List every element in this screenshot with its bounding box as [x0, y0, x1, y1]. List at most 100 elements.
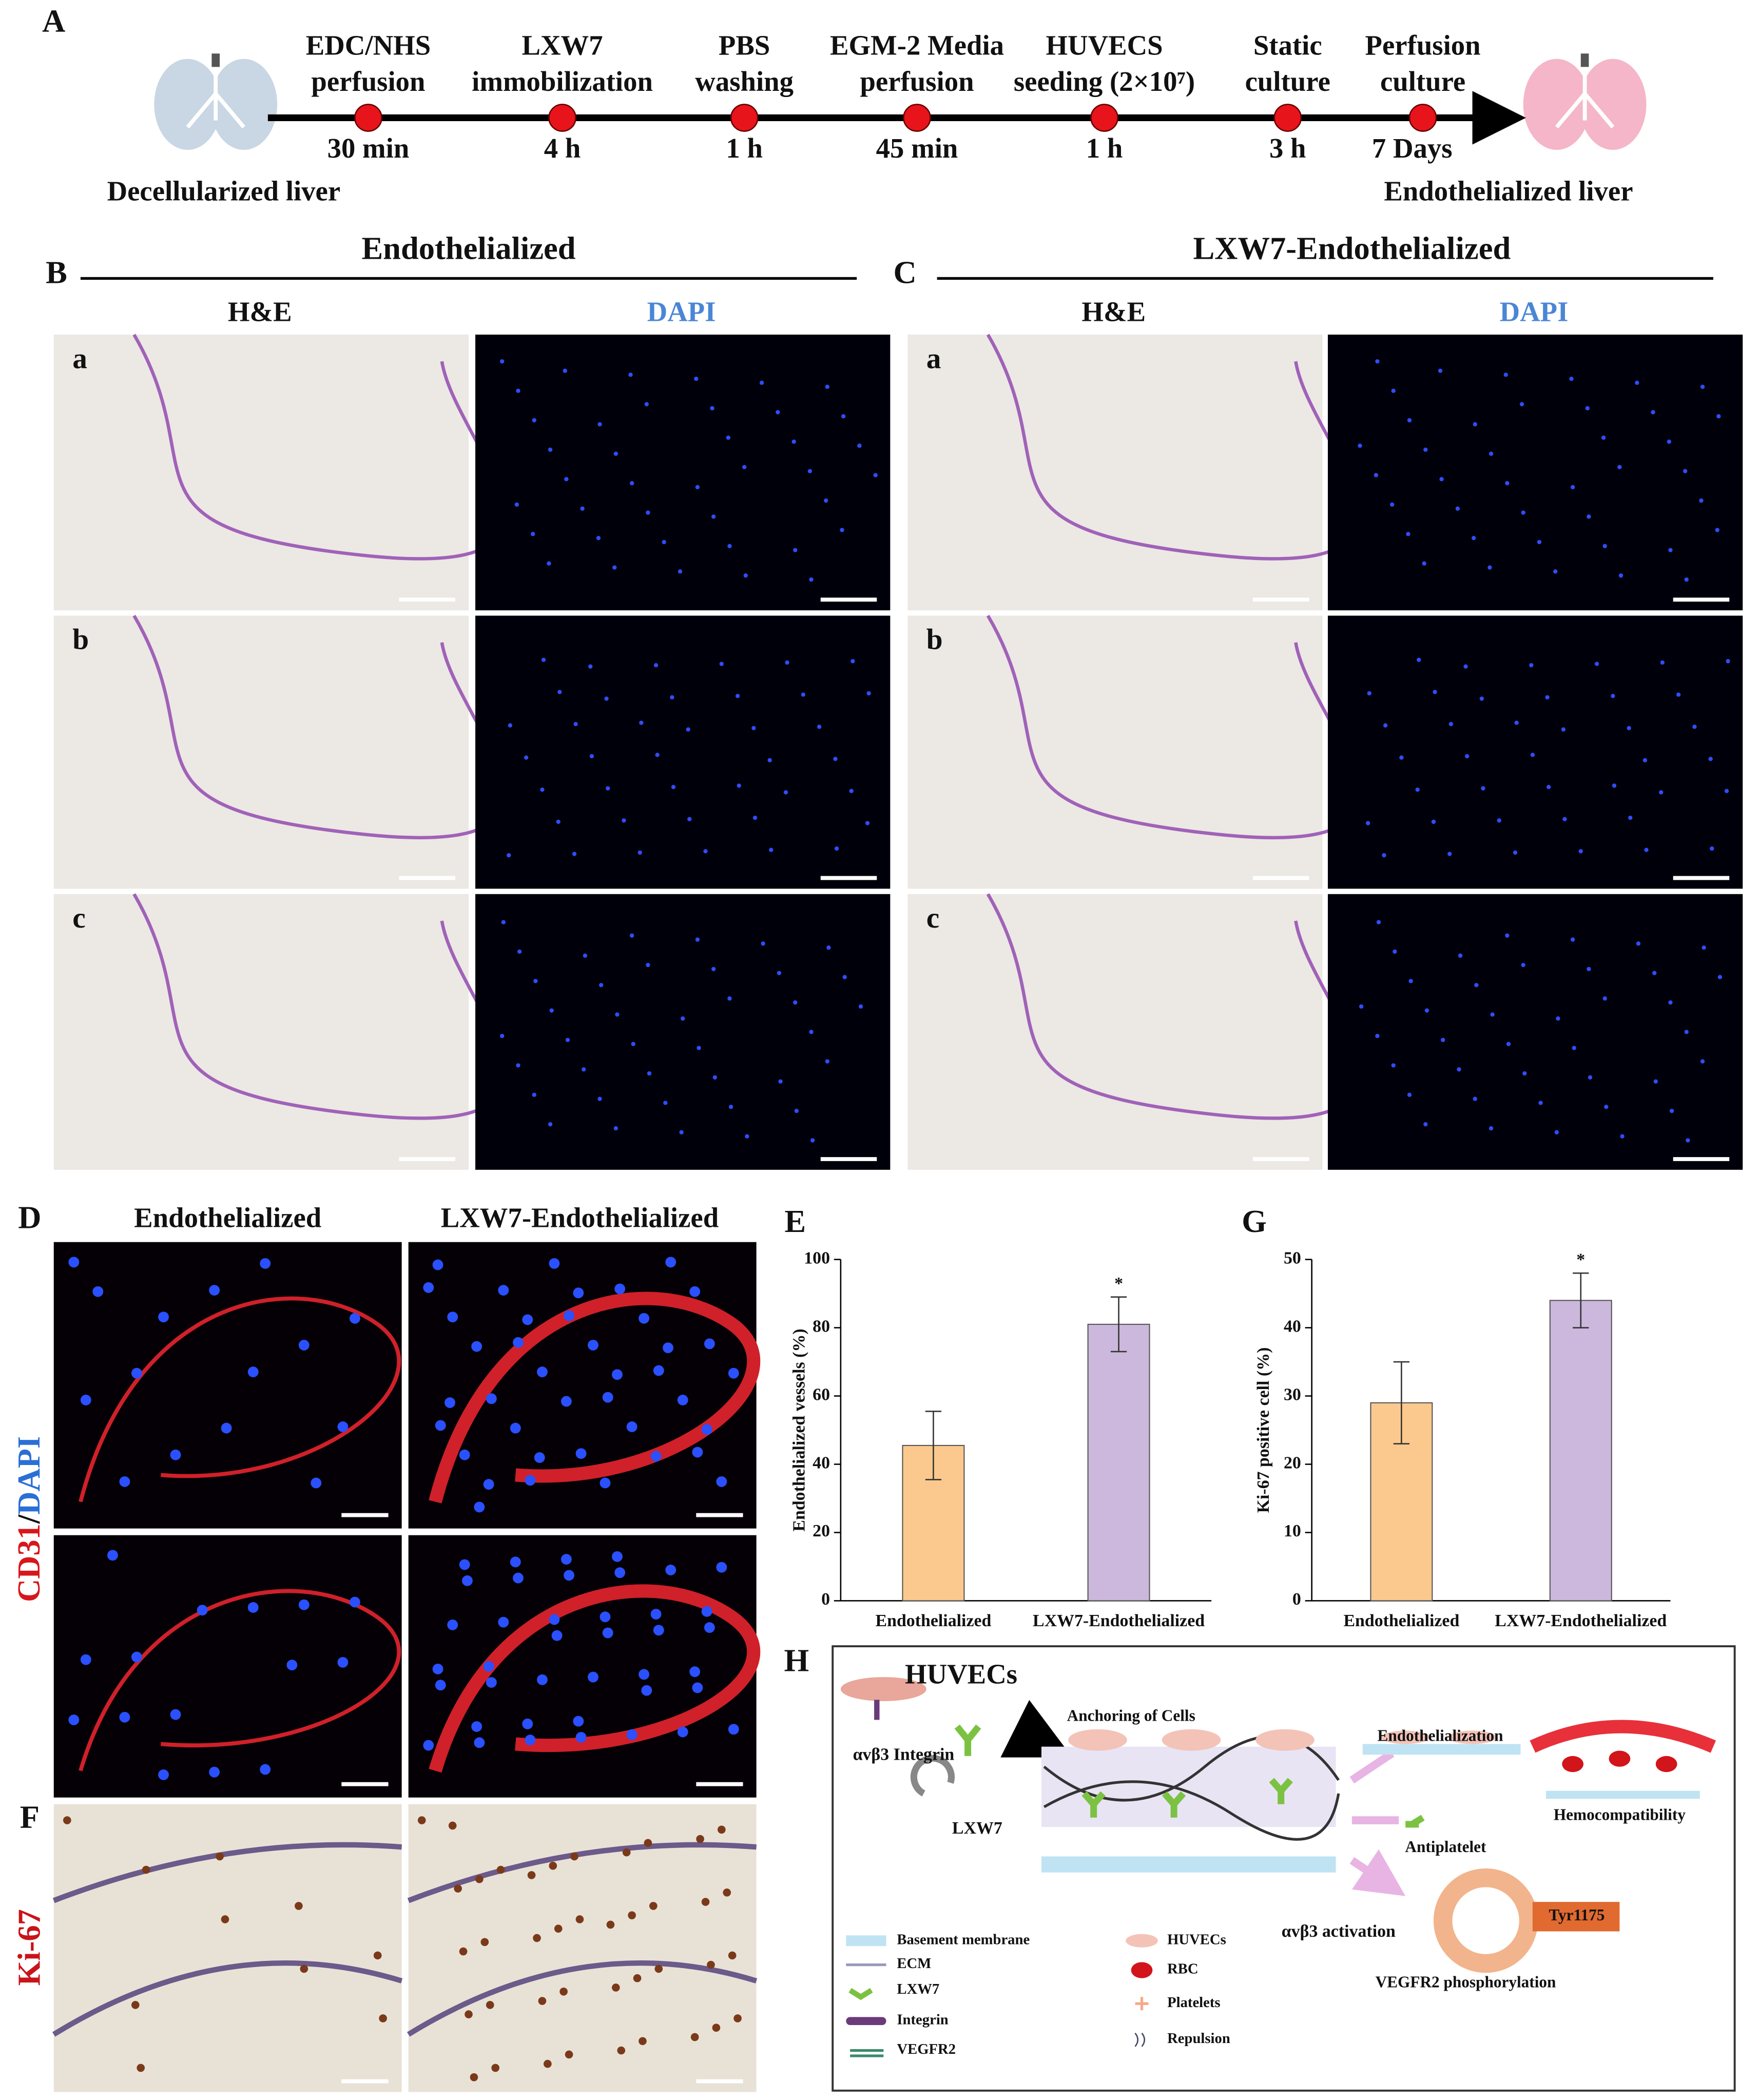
nucleus [701, 1606, 712, 1617]
nucleus [712, 1075, 717, 1080]
nucleus [647, 1071, 652, 1076]
he-image [53, 334, 469, 610]
nucleus [726, 435, 731, 440]
nucleus [92, 1286, 104, 1297]
ki67-nucleus [612, 1983, 620, 1992]
ki67-nucleus [486, 2001, 494, 2009]
step-label: LXW7 [521, 29, 603, 61]
nucleus [557, 689, 562, 695]
nucleus [1668, 548, 1673, 552]
step-label: immobilization [472, 66, 653, 97]
ki67-nucleus [533, 1934, 541, 1942]
nucleus [663, 1101, 668, 1105]
nucleus [710, 406, 714, 411]
nucleus [613, 451, 618, 456]
nucleus [865, 821, 870, 825]
nucleus [1570, 937, 1575, 942]
y-tick-label: 40 [813, 1453, 830, 1472]
ki67-nucleus [544, 2059, 552, 2068]
ki67-nucleus [491, 2064, 500, 2072]
nucleus [1423, 447, 1428, 452]
panel-label: G [1242, 1203, 1267, 1239]
nucleus [759, 380, 764, 385]
nucleus [1684, 577, 1689, 582]
legend-label: HUVECs [1167, 1931, 1226, 1948]
nucleus [1617, 465, 1622, 470]
nucleus [778, 1079, 783, 1084]
step-label: washing [695, 66, 794, 97]
nucleus [508, 723, 513, 728]
step-dot [1090, 104, 1118, 132]
nucleus [653, 1625, 664, 1636]
nucleus [1594, 662, 1599, 666]
group-title: Endothelialized [134, 1202, 321, 1234]
nucleus [486, 1677, 497, 1688]
nucleus [1382, 853, 1386, 858]
nucleus [1423, 1122, 1428, 1127]
step-dot [548, 104, 576, 132]
step-duration: 1 h [726, 132, 763, 164]
nucleus [681, 1016, 685, 1021]
nucleus [1383, 723, 1388, 728]
nucleus [80, 1394, 91, 1405]
nucleus [549, 1008, 554, 1013]
step-dot [354, 104, 382, 132]
nucleus [551, 1630, 563, 1641]
row-label: a [926, 342, 941, 375]
dapi-image [1327, 334, 1743, 610]
y-tick-label: 60 [813, 1385, 830, 1404]
nucleus [1521, 510, 1525, 515]
nucleus [548, 447, 553, 452]
nucleus [1724, 788, 1729, 794]
nucleus [612, 1369, 623, 1380]
stain-label: Ki-67 [11, 1909, 47, 1986]
nucleus [513, 1572, 524, 1584]
nucleus [514, 502, 519, 507]
nucleus [727, 996, 732, 1001]
nucleus [459, 1449, 470, 1460]
nucleus [1529, 663, 1534, 668]
nucleus [641, 1685, 652, 1696]
ki67-nucleus [701, 1898, 710, 1906]
nucleus [653, 663, 659, 668]
nucleus [1642, 758, 1648, 763]
legend-label: RBC [1167, 1961, 1199, 1977]
he-image [53, 615, 469, 889]
ki67-nucleus [63, 1816, 71, 1824]
nucleus [1588, 1075, 1593, 1080]
nucleus [1438, 369, 1443, 373]
schematic-label: Anchoring of Cells [1067, 1706, 1195, 1724]
step-label: EGM-2 Media [830, 29, 1004, 61]
nucleus [534, 1452, 545, 1463]
nucleus [728, 1367, 739, 1379]
nucleus [716, 1476, 727, 1487]
group-title: LXW7-Endothelialized [441, 1202, 719, 1234]
nucleus [1635, 380, 1639, 385]
y-tick-label: 20 [813, 1521, 830, 1540]
nucleus [678, 569, 683, 574]
x-tick-label: Endothelialized [1343, 1611, 1459, 1630]
nucleus [548, 1122, 553, 1127]
ki67-nucleus [137, 2064, 145, 2072]
nucleus [1554, 1130, 1559, 1135]
he-image [907, 894, 1323, 1170]
nucleus [600, 1611, 611, 1623]
nucleus [197, 1605, 208, 1616]
nucleus [1587, 967, 1591, 971]
nucleus [824, 498, 828, 503]
nucleus [537, 1674, 548, 1685]
ki67-nucleus [554, 1924, 563, 1933]
nucleus [531, 532, 535, 536]
nucleus [597, 1096, 602, 1101]
step-label: Perfusion [1365, 29, 1481, 61]
nucleus [1366, 821, 1370, 825]
bar [1087, 1323, 1150, 1602]
nucleus [588, 1671, 598, 1683]
nucleus [1408, 979, 1413, 984]
legend-label: VEGFR2 [897, 2041, 956, 2057]
nucleus [80, 1654, 91, 1665]
ki67-nucleus [142, 1865, 150, 1874]
bar [1549, 1300, 1612, 1602]
nucleus [533, 979, 538, 984]
nucleus [612, 565, 617, 570]
